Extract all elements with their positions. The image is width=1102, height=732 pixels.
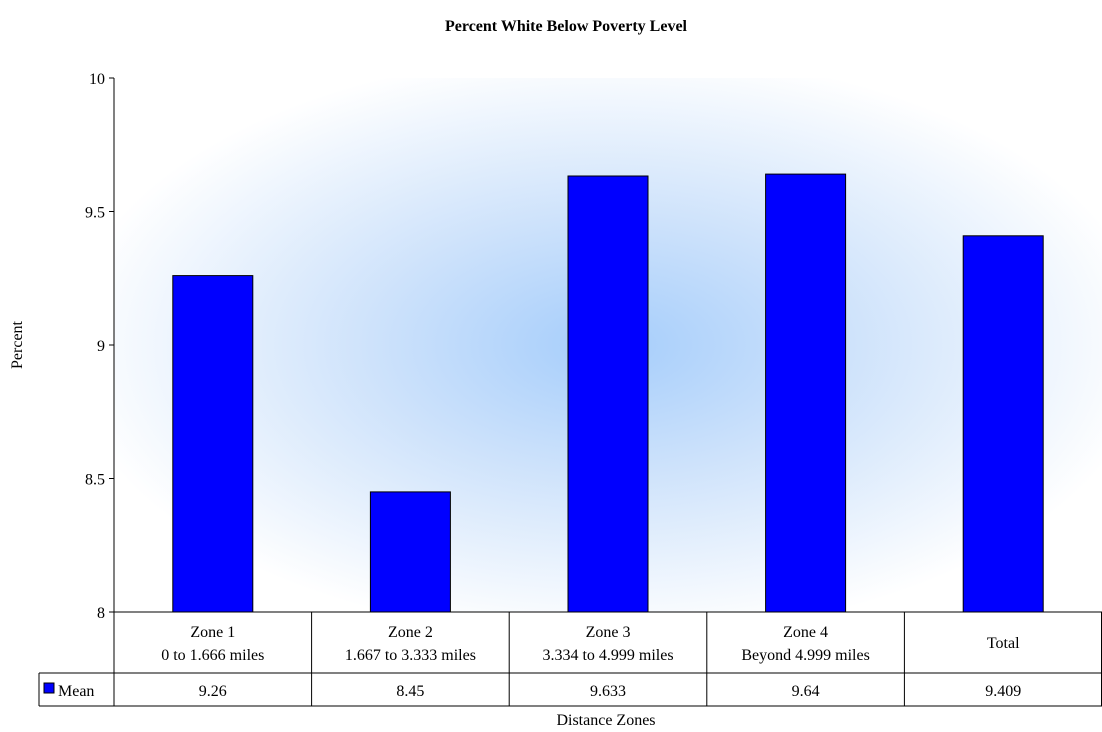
data-label: 9.633 <box>590 683 626 700</box>
bar-3 <box>567 175 649 613</box>
category-label-zone: Zone 2 <box>388 624 433 641</box>
category-label-range: Beyond 4.999 miles <box>741 647 869 664</box>
category-label-range: 1.667 to 3.333 miles <box>345 647 476 664</box>
y-tick-label: 8 <box>97 605 105 622</box>
data-label: 9.409 <box>985 683 1021 700</box>
y-tick-label: 10 <box>89 71 105 88</box>
y-tick-label: 9.5 <box>85 205 105 222</box>
y-axis-title: Percent <box>9 320 26 369</box>
category-label-range: 3.334 to 4.999 miles <box>542 647 673 664</box>
category-label: Total <box>987 635 1020 652</box>
category-label-zone: Zone 1 <box>190 624 235 641</box>
category-label-zone: Zone 3 <box>586 624 631 641</box>
bar-2 <box>369 491 451 613</box>
y-tick-label: 9 <box>97 338 105 355</box>
data-label: 9.64 <box>792 683 820 700</box>
legend-swatch <box>43 682 55 694</box>
category-label-zone: Zone 4 <box>783 624 828 641</box>
data-label: 8.45 <box>396 683 424 700</box>
bar-4 <box>765 173 847 613</box>
chart-title: Percent White Below Poverty Level <box>445 18 688 35</box>
data-label: 9.26 <box>199 683 227 700</box>
category-label-range: 0 to 1.666 miles <box>161 647 264 664</box>
x-axis-title: Distance Zones <box>556 712 655 729</box>
bar-5 <box>962 235 1044 613</box>
y-tick-label: 8.5 <box>85 472 105 489</box>
bar-1 <box>172 275 254 613</box>
legend-series-name: Mean <box>58 683 94 700</box>
